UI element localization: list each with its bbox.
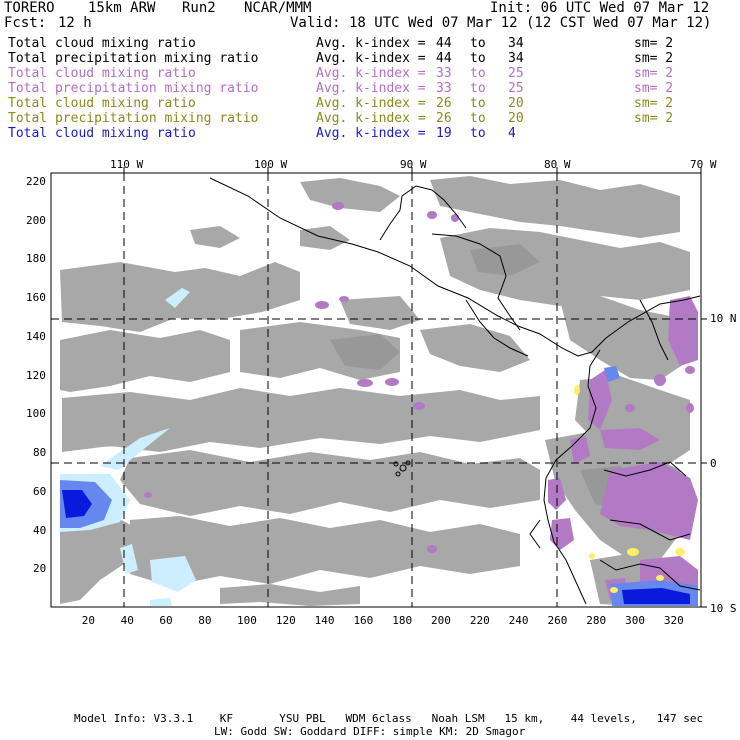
legend-field-name: Total cloud mixing ratio xyxy=(8,36,196,51)
forecast-hour: 12 h xyxy=(58,15,92,31)
x-tick-label: 160 xyxy=(353,614,374,627)
x-tick-label: 220 xyxy=(469,614,490,627)
legend-smoothing: sm= 2 xyxy=(634,51,674,66)
model-info-line2: LW: Godd SW: Goddard DIFF: simple KM: 2D… xyxy=(214,725,526,738)
y-tick-label: 40 xyxy=(33,523,47,537)
legend-avg-label: Avg. k-index = xyxy=(316,81,426,96)
y-tick-label: 20 xyxy=(33,562,47,576)
legend-field-name: Total cloud mixing ratio xyxy=(8,126,196,141)
coastlines xyxy=(209,177,701,605)
lon-label-70w: 70 W xyxy=(690,158,717,171)
legend-to-word: to xyxy=(470,81,486,96)
y-tick-label: 180 xyxy=(26,252,46,266)
x-tick-label: 100 xyxy=(237,614,257,627)
y-tick-label: 220 xyxy=(26,174,46,188)
y-tick-label: 200 xyxy=(26,213,46,227)
legend-to-word: to xyxy=(470,111,486,126)
legend-from-value: 44 xyxy=(436,51,452,66)
legend-avg-label: Avg. k-index = xyxy=(316,51,426,66)
lon-label-90w: 90 W xyxy=(400,158,427,171)
legend-to-value: 34 xyxy=(508,36,524,51)
y-tick-label: 140 xyxy=(26,329,46,343)
legend-smoothing: sm= 2 xyxy=(634,36,674,51)
legend-from-value: 26 xyxy=(436,111,452,126)
legend-to-value: 4 xyxy=(508,126,516,141)
legend-smoothing: sm= 2 xyxy=(634,66,674,81)
legend-field-name: Total cloud mixing ratio xyxy=(8,96,196,111)
model-info-line1: Model Info: V3.3.1 KF YSU PBL WDM 6class… xyxy=(74,712,704,725)
legend-from-value: 44 xyxy=(436,36,452,51)
cloud-field xyxy=(51,173,701,607)
x-tick-label: 120 xyxy=(275,614,296,627)
lon-label-80w: 80 W xyxy=(544,158,571,171)
y-tick-label: 80 xyxy=(33,446,47,459)
valid-time: Valid: 18 UTC Wed 07 Mar 12 (12 CST Wed … xyxy=(290,15,712,31)
blue-precip xyxy=(60,366,698,606)
forecast-label: Fcst: xyxy=(4,15,47,31)
legend-from-value: 19 xyxy=(436,126,452,141)
legend-to-word: to xyxy=(470,66,486,81)
init-time: Init: 06 UTC Wed 07 Mar 12 xyxy=(490,0,710,16)
legend-avg-label: Avg. k-index = xyxy=(316,96,426,111)
legend-smoothing: sm= 2 xyxy=(634,81,674,96)
legend-to-value: 34 xyxy=(508,51,524,66)
legend-to-word: to xyxy=(470,36,486,51)
legend-avg-label: Avg. k-index = xyxy=(316,66,426,81)
x-tick-label: 20 xyxy=(81,614,96,627)
legend-to-word: to xyxy=(470,96,486,111)
model-org: NCAR/MMM xyxy=(244,0,312,16)
x-tick-label: 260 xyxy=(547,614,568,627)
legend-avg-label: Avg. k-index = xyxy=(316,111,426,126)
x-tick-label: 140 xyxy=(314,614,335,627)
x-tick-label: 180 xyxy=(392,614,413,627)
legend-from-value: 33 xyxy=(436,81,452,96)
legend-avg-label: Avg. k-index = xyxy=(316,36,426,51)
x-tick-label: 280 xyxy=(586,614,607,627)
lon-label-100w: 100 W xyxy=(254,158,288,171)
x-tick-label: 40 xyxy=(120,614,134,627)
lon-label-110w: 110 W xyxy=(110,158,144,171)
model-name: TORERO xyxy=(4,0,55,16)
legend-to-value: 20 xyxy=(508,111,524,126)
legend-to-value: 25 xyxy=(508,66,524,81)
lat-lon-grid xyxy=(51,173,701,607)
legend-field-name: Total precipitation mixing ratio xyxy=(8,51,259,66)
legend-smoothing: sm= 2 xyxy=(634,96,674,111)
x-tick-label: 320 xyxy=(663,614,684,627)
yellow-precip xyxy=(574,385,685,593)
x-tick-label: 200 xyxy=(431,614,451,627)
y-tick-label: 120 xyxy=(26,368,46,382)
legend-from-value: 33 xyxy=(436,66,452,81)
legend-to-word: to xyxy=(470,51,486,66)
legend-field-name: Total precipitation mixing ratio xyxy=(8,81,259,96)
x-tick-label: 60 xyxy=(159,614,173,627)
lat-label-10n: 10 N xyxy=(710,312,737,325)
x-tick-label: 80 xyxy=(198,614,212,627)
legend-to-word: to xyxy=(470,126,486,141)
model-resolution: 15km ARW xyxy=(88,0,156,16)
axis-ticks xyxy=(123,167,707,608)
legend-to-value: 25 xyxy=(508,81,524,96)
model-run: Run2 xyxy=(182,0,216,16)
y-tick-label: 100 xyxy=(26,407,46,421)
legend-from-value: 26 xyxy=(436,96,452,111)
x-tick-label: 300 xyxy=(625,614,645,627)
legend-avg-label: Avg. k-index = xyxy=(316,126,426,141)
x-tick-label: 240 xyxy=(508,614,529,627)
y-tick-label: 60 xyxy=(33,484,47,498)
lat-label-10s: 10 S xyxy=(710,602,737,615)
legend-field-name: Total cloud mixing ratio xyxy=(8,66,196,81)
y-tick-label: 160 xyxy=(26,291,46,304)
legend-to-value: 20 xyxy=(508,96,524,111)
map-frame xyxy=(50,172,702,608)
lat-label-equator: 0 xyxy=(710,457,717,470)
legend-smoothing: sm= 2 xyxy=(634,111,674,126)
legend-field-name: Total precipitation mixing ratio xyxy=(8,111,259,126)
